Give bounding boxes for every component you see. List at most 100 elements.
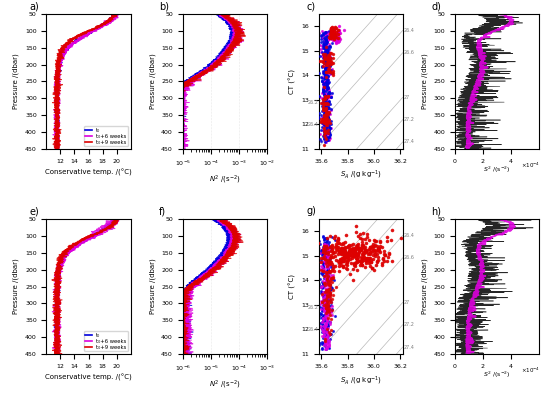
Point — [321, 272, 329, 279]
Point — [327, 276, 335, 282]
Point — [318, 346, 327, 352]
Point — [328, 36, 336, 42]
Point — [322, 268, 330, 275]
Point — [313, 274, 322, 280]
Point — [321, 56, 330, 62]
Point — [325, 303, 334, 310]
Point — [358, 254, 366, 261]
Point — [323, 28, 331, 35]
Point — [322, 47, 330, 53]
Point — [321, 84, 330, 90]
Point — [320, 282, 329, 288]
Point — [323, 248, 332, 255]
Point — [323, 242, 332, 249]
Point — [321, 335, 330, 342]
Point — [328, 32, 336, 38]
Point — [368, 265, 376, 271]
Point — [322, 276, 330, 283]
Point — [334, 263, 343, 270]
Point — [361, 247, 370, 254]
Point — [321, 104, 330, 110]
Point — [321, 79, 330, 86]
Point — [363, 255, 372, 262]
Point — [324, 302, 333, 309]
Point — [349, 246, 358, 253]
Point — [382, 234, 391, 240]
Point — [319, 248, 328, 254]
Point — [328, 66, 336, 72]
Point — [323, 318, 331, 324]
Point — [321, 317, 330, 323]
Point — [318, 96, 327, 103]
Point — [324, 122, 333, 129]
Point — [344, 252, 353, 259]
Point — [317, 118, 325, 125]
Point — [324, 93, 333, 99]
Point — [325, 135, 334, 142]
Point — [320, 116, 329, 122]
Point — [324, 98, 333, 105]
Point — [321, 53, 330, 59]
Point — [327, 245, 335, 251]
Point — [313, 279, 322, 286]
Point — [329, 34, 337, 40]
Point — [340, 245, 349, 252]
Point — [322, 123, 331, 129]
Point — [331, 36, 340, 42]
Point — [323, 81, 331, 88]
Point — [321, 107, 329, 113]
Point — [329, 36, 338, 43]
Point — [321, 46, 329, 52]
Point — [321, 109, 329, 115]
Point — [319, 243, 328, 249]
Point — [329, 262, 338, 269]
Point — [320, 327, 329, 334]
Point — [316, 283, 325, 289]
Point — [323, 47, 331, 54]
Point — [318, 103, 327, 109]
Point — [319, 117, 328, 123]
Point — [334, 250, 342, 257]
Point — [321, 316, 330, 323]
Point — [336, 258, 345, 264]
Point — [318, 95, 327, 102]
Point — [320, 242, 329, 248]
Text: 26.6: 26.6 — [403, 50, 414, 55]
Point — [319, 292, 328, 299]
Text: 26.2: 26.2 — [307, 100, 318, 105]
Point — [342, 250, 351, 257]
Point — [321, 252, 329, 258]
Point — [323, 344, 331, 351]
Point — [327, 254, 335, 261]
Point — [360, 256, 369, 263]
Point — [353, 255, 362, 262]
Point — [324, 268, 333, 274]
Point — [334, 38, 343, 44]
Point — [327, 28, 336, 35]
Point — [323, 114, 332, 120]
Point — [319, 30, 328, 36]
Point — [321, 106, 329, 112]
Point — [322, 335, 330, 342]
Point — [323, 294, 331, 301]
Point — [325, 321, 334, 327]
Point — [353, 256, 362, 262]
Point — [323, 299, 331, 306]
Point — [320, 299, 329, 306]
Point — [317, 305, 326, 312]
Point — [319, 302, 328, 308]
Point — [321, 343, 330, 350]
Point — [317, 247, 326, 254]
Point — [323, 54, 332, 61]
Point — [321, 268, 329, 274]
Point — [321, 128, 329, 134]
Point — [323, 74, 331, 80]
Point — [326, 286, 335, 292]
Point — [316, 288, 325, 294]
Point — [327, 31, 335, 37]
Point — [352, 256, 361, 263]
Point — [329, 51, 337, 57]
Point — [318, 88, 327, 95]
Point — [334, 237, 342, 244]
Point — [323, 303, 332, 310]
